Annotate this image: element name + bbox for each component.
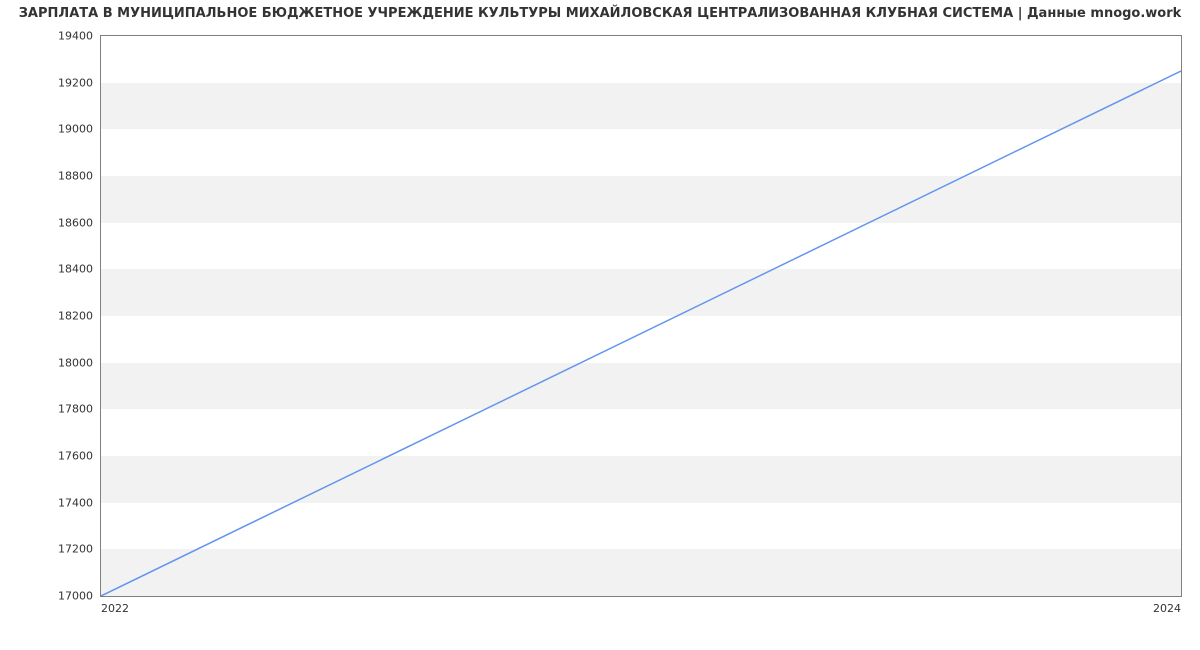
y-tick-label: 18000 [58,356,101,369]
y-tick-label: 18800 [58,170,101,183]
y-tick-label: 19200 [58,76,101,89]
x-tick-label: 2022 [101,596,129,615]
y-tick-label: 17600 [58,450,101,463]
y-tick-label: 17800 [58,403,101,416]
y-tick-label: 18400 [58,263,101,276]
y-tick-label: 18600 [58,216,101,229]
y-tick-label: 19400 [58,30,101,43]
line-series-layer [101,36,1181,596]
plot-area: 1700017200174001760017800180001820018400… [100,35,1182,597]
chart-title: ЗАРПЛАТА В МУНИЦИПАЛЬНОЕ БЮДЖЕТНОЕ УЧРЕЖ… [0,0,1200,21]
series-line-salary [101,71,1181,596]
x-tick-label: 2024 [1153,596,1181,615]
y-tick-label: 17000 [58,590,101,603]
y-tick-label: 18200 [58,310,101,323]
y-tick-label: 17200 [58,543,101,556]
y-tick-label: 19000 [58,123,101,136]
y-tick-label: 17400 [58,496,101,509]
